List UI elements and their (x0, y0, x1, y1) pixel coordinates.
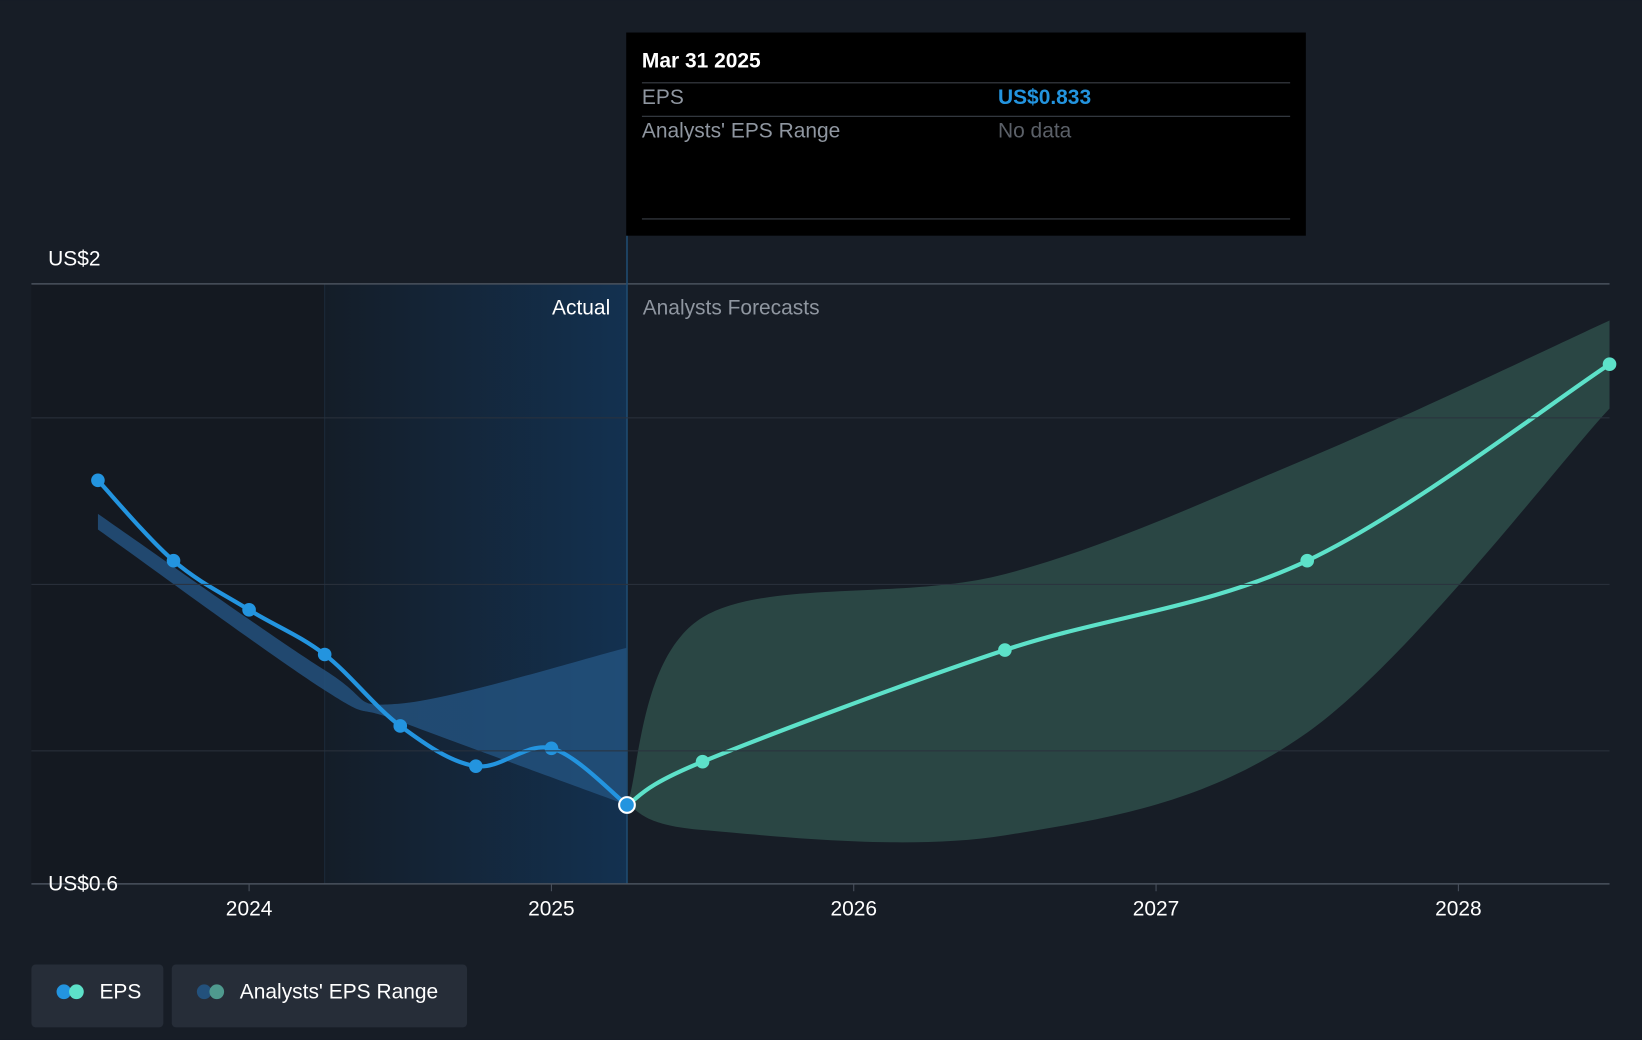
eps-point (1300, 553, 1315, 568)
tooltip-date: Mar 31 2025 (642, 49, 761, 72)
tooltip-value: No data (998, 120, 1072, 143)
region-label: Actual (552, 297, 610, 320)
range-area (626, 320, 1610, 843)
eps-point (1602, 357, 1617, 372)
eps-point (695, 754, 710, 769)
tooltip-label: Analysts' EPS Range (642, 120, 840, 143)
eps-point (317, 647, 332, 662)
x-tick-label: 2026 (830, 898, 877, 921)
eps-point (998, 643, 1012, 657)
legend-swatch (209, 984, 225, 1000)
legend-label: EPS (99, 980, 141, 1003)
x-tick-label: 2024 (226, 898, 273, 921)
range-area (97, 513, 627, 805)
eps-point (91, 473, 105, 488)
legend-item-box[interactable] (31, 964, 164, 1028)
x-tick-label: 2028 (1435, 898, 1482, 921)
tooltip-box (626, 32, 1306, 236)
legend-swatch (56, 984, 72, 1000)
legend-label: Analysts' EPS Range (240, 980, 438, 1003)
eps-point-highlight (618, 796, 636, 814)
tooltip: Mar 31 2025 EPS US$0.833 Analysts' EPS R… (626, 32, 1306, 236)
eps-point (544, 741, 559, 756)
x-tick-label: 2027 (1133, 898, 1180, 921)
tooltip-value: US$0.833 (998, 86, 1091, 109)
region-label: Analysts Forecasts (643, 297, 820, 320)
tooltip-label: EPS (642, 86, 684, 109)
x-tick-label: 2025 (528, 898, 575, 921)
eps-point (393, 719, 408, 733)
eps-point (242, 603, 256, 617)
legend-swatch (196, 984, 212, 1000)
eps-point (166, 553, 181, 568)
legend-item-box[interactable] (171, 964, 468, 1028)
y-tick-label: US$0.6 (48, 872, 118, 895)
legend: EPS Analysts' EPS Range (31, 964, 468, 1028)
y-tick-label: US$2 (48, 247, 100, 270)
legend-swatch (69, 984, 84, 1000)
eps-point (469, 759, 483, 773)
